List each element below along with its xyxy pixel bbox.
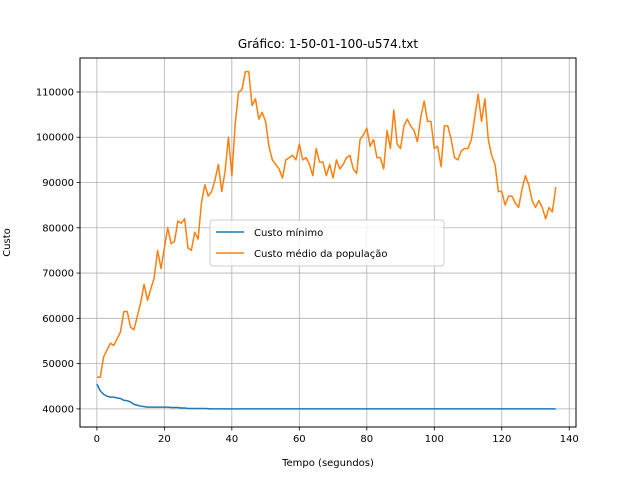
x-tick-label: 120 bbox=[492, 434, 511, 445]
x-tick-label: 140 bbox=[560, 434, 579, 445]
y-tick-label: 60000 bbox=[42, 314, 74, 325]
y-tick-label: 80000 bbox=[42, 223, 74, 234]
plot-frame bbox=[79, 57, 577, 428]
y-tick-label: 50000 bbox=[42, 359, 74, 370]
series-line-1 bbox=[96, 383, 556, 410]
y-tick-label: 90000 bbox=[42, 178, 74, 189]
x-axis: 0 20 40 60 80 100 120 140 bbox=[94, 427, 579, 445]
legend: Custo mínimo Custo médio da população bbox=[209, 219, 445, 267]
y-tick-label: 100000 bbox=[36, 133, 74, 144]
x-tick-label: 20 bbox=[158, 434, 171, 445]
chart-title: Gráfico: 1-50-01-100-u574.txt bbox=[238, 37, 418, 51]
y-axis: 40000 50000 60000 70000 80000 90000 100000 1100… bbox=[36, 87, 80, 415]
series-line-2 bbox=[96, 70, 557, 378]
x-tick-label: 40 bbox=[225, 434, 238, 445]
gridlines bbox=[80, 58, 576, 427]
legend-box bbox=[209, 219, 445, 267]
y-axis-label: Custo bbox=[2, 228, 13, 257]
x-axis-label: Tempo (segundos) bbox=[281, 458, 374, 469]
x-tick-label: 80 bbox=[360, 434, 373, 445]
y-tick-label: 110000 bbox=[36, 87, 74, 98]
legend-entry-2: Custo médio da população bbox=[254, 248, 388, 260]
x-tick-label: 100 bbox=[425, 434, 444, 445]
y-tick-label: 40000 bbox=[42, 404, 74, 415]
x-tick-label: 60 bbox=[293, 434, 306, 445]
legend-entry-1: Custo mínimo bbox=[254, 227, 323, 239]
x-tick-label: 0 bbox=[94, 434, 100, 445]
y-tick-label: 70000 bbox=[42, 269, 74, 280]
series-layer bbox=[96, 70, 557, 410]
